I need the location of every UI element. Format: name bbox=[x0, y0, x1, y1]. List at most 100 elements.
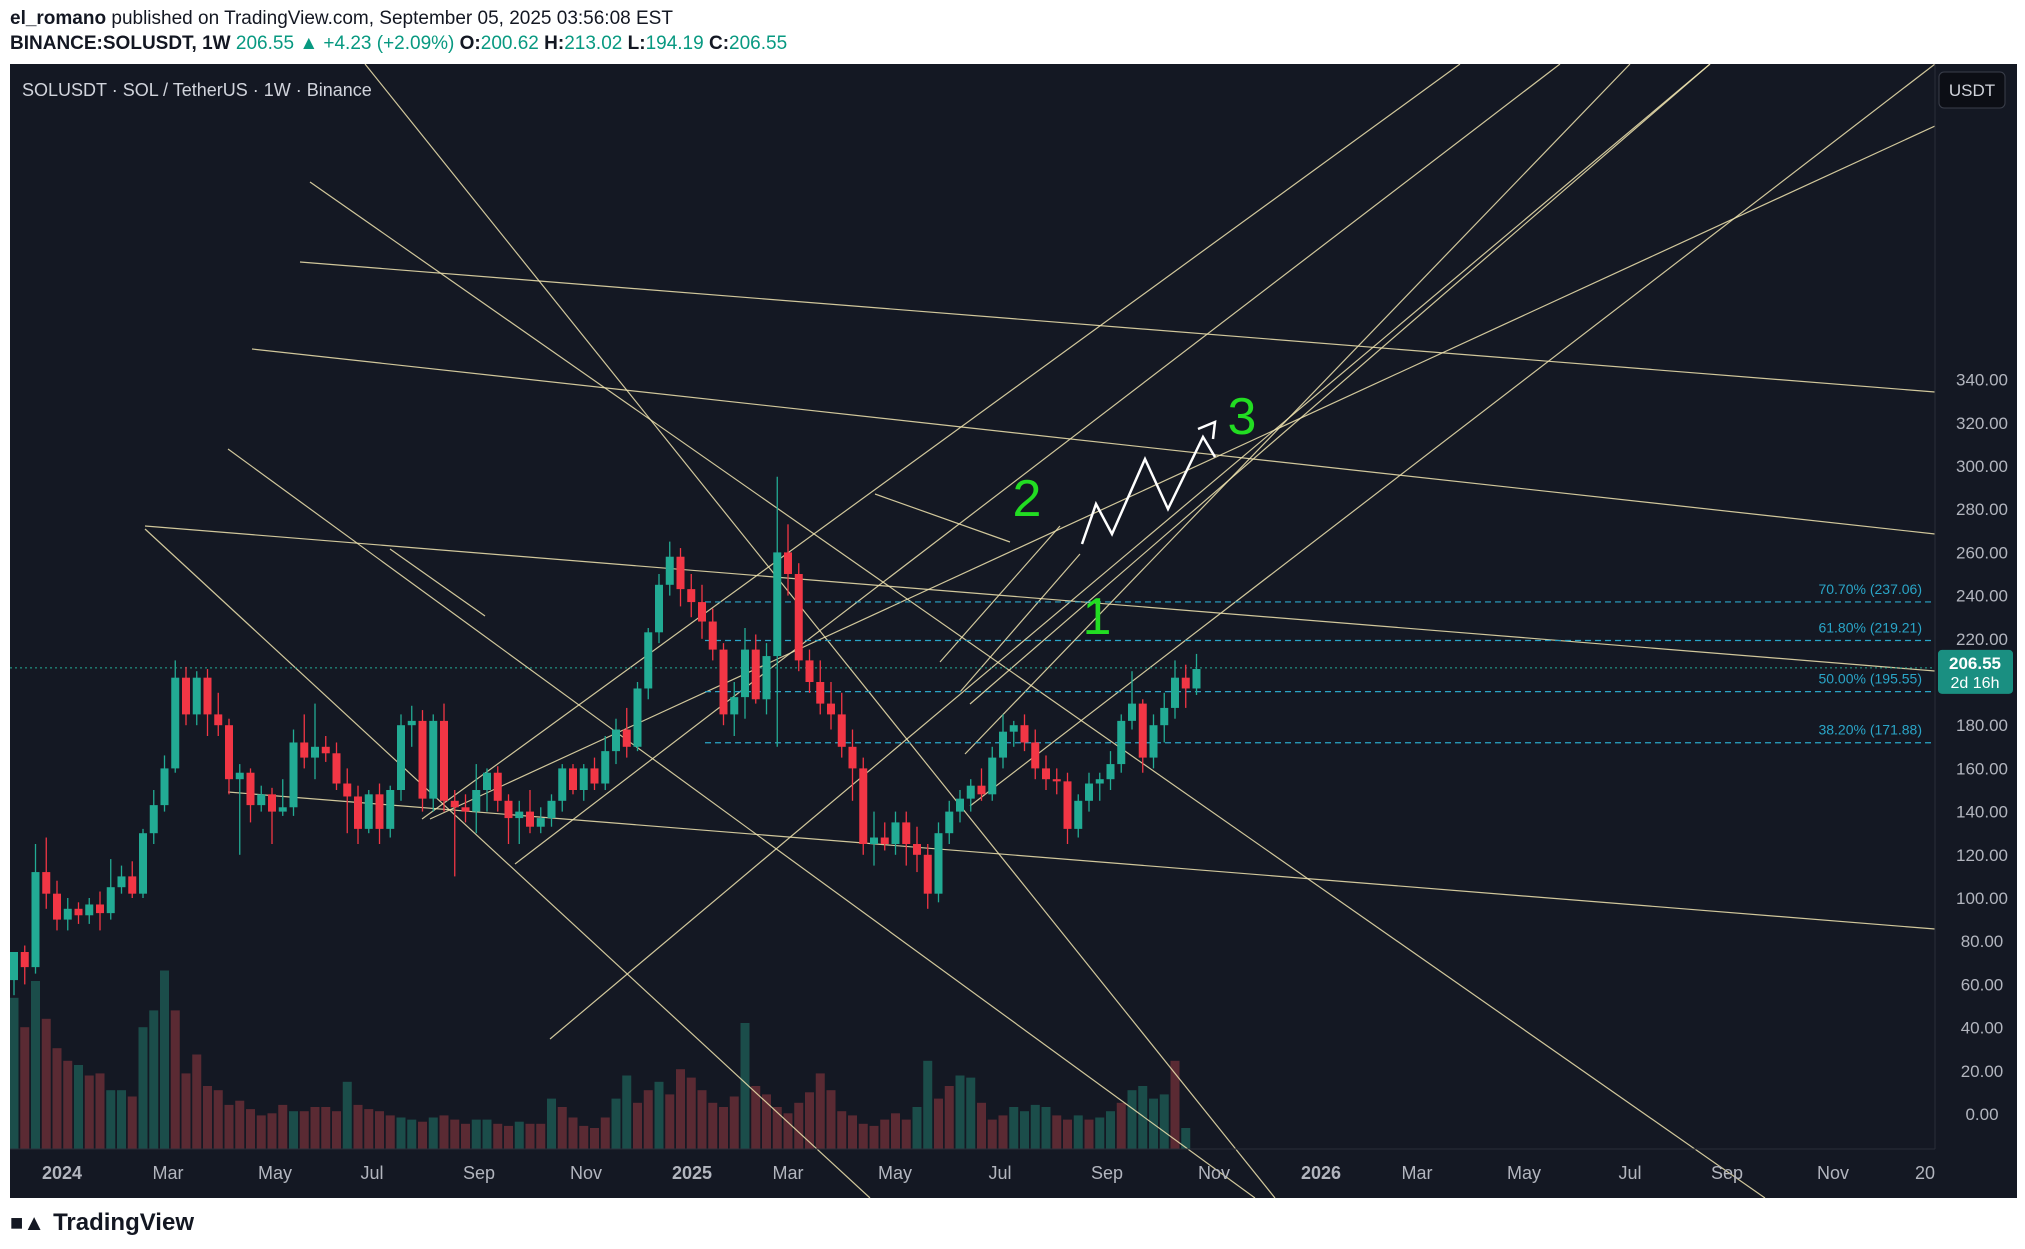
candle-body bbox=[698, 602, 706, 622]
fib-levels: 70.70% (237.06) 61.80% (219.21) 50.00% (19… bbox=[10, 581, 1935, 744]
volume-bar bbox=[10, 997, 19, 1149]
volume-bar bbox=[665, 1094, 675, 1149]
candle-body bbox=[450, 800, 459, 808]
candle-body bbox=[257, 794, 266, 806]
candle-body bbox=[364, 794, 373, 829]
candle-body bbox=[1042, 768, 1050, 780]
volume-bar bbox=[332, 1111, 341, 1149]
candle-body bbox=[558, 768, 567, 801]
volume-bar bbox=[31, 981, 40, 1149]
y-tick-label: 120.00 bbox=[1956, 846, 2008, 865]
volume-bar bbox=[794, 1102, 804, 1149]
volume-bar bbox=[1030, 1104, 1040, 1149]
volume-bar bbox=[41, 1018, 51, 1149]
volume-bar bbox=[342, 1081, 352, 1149]
fib-label: 38.20% (171.88) bbox=[1818, 722, 1922, 738]
candle-body bbox=[300, 742, 309, 758]
volume-bar bbox=[246, 1109, 255, 1149]
volume-bar bbox=[1127, 1090, 1137, 1149]
volume-bar bbox=[181, 1073, 191, 1149]
volume-bar bbox=[998, 1115, 1008, 1149]
volume-bar bbox=[880, 1119, 890, 1149]
candle-body bbox=[407, 720, 416, 726]
tradingview-logo[interactable]: ■▲ TradingView bbox=[10, 1208, 194, 1238]
candle-body bbox=[665, 556, 674, 585]
volume-bar bbox=[686, 1077, 696, 1149]
candle-body bbox=[397, 725, 405, 790]
price-chart[interactable]: 70.70% (237.06) 61.80% (219.21) 50.00% (19… bbox=[10, 64, 2017, 1198]
candle-body bbox=[160, 768, 169, 806]
volume-bar bbox=[63, 1060, 73, 1149]
candle-body bbox=[85, 904, 94, 916]
volume-bar bbox=[385, 1115, 395, 1149]
candle-body bbox=[590, 768, 599, 784]
candle-body bbox=[1149, 725, 1158, 758]
currency-label: USDT bbox=[1949, 81, 1995, 100]
volume-bar bbox=[192, 1054, 202, 1149]
candle-body bbox=[1095, 779, 1104, 784]
volume-bar bbox=[729, 1096, 739, 1149]
candle-body bbox=[1063, 781, 1072, 829]
y-tick-label: 220.00 bbox=[1956, 630, 2008, 649]
candle-body bbox=[386, 790, 395, 829]
volume-bar bbox=[461, 1123, 470, 1149]
volume-bar bbox=[772, 1107, 782, 1149]
volume-bar bbox=[955, 1075, 965, 1149]
candle-body bbox=[526, 811, 534, 827]
candle-body bbox=[31, 872, 40, 968]
projection-path: 1 2 3 bbox=[1013, 388, 1257, 646]
candle-body bbox=[63, 908, 72, 920]
candle-body bbox=[418, 720, 427, 799]
volume-bar bbox=[321, 1107, 331, 1149]
candle-body bbox=[171, 677, 180, 769]
y-tick-label: 240.00 bbox=[1956, 587, 2008, 606]
candle-body bbox=[1117, 720, 1126, 765]
tradingview-icon: ■▲ bbox=[10, 1210, 46, 1235]
wave-label-1: 1 bbox=[1083, 588, 1112, 646]
candle-body bbox=[1085, 783, 1093, 801]
wave-label-2: 2 bbox=[1013, 470, 1042, 528]
trendline bbox=[299, 261, 1936, 393]
x-tick-label: May bbox=[1507, 1163, 1541, 1183]
candle-body bbox=[547, 800, 556, 819]
projection-arrow bbox=[1080, 434, 1217, 545]
volume-bar bbox=[826, 1090, 836, 1149]
y-tick-label: 80.00 bbox=[1961, 932, 2004, 951]
volume-bar bbox=[170, 1010, 180, 1149]
candle-body bbox=[977, 785, 986, 795]
volume-bar bbox=[52, 1048, 62, 1149]
chart-frame[interactable]: 70.70% (237.06) 61.80% (219.21) 50.00% (19… bbox=[10, 64, 2017, 1198]
candle-body bbox=[945, 811, 954, 834]
x-tick-label: Nov bbox=[1817, 1163, 1849, 1183]
volume-bar bbox=[858, 1123, 868, 1149]
candle-body bbox=[440, 720, 448, 801]
candle-body bbox=[203, 677, 212, 715]
volume-bars bbox=[10, 970, 1191, 1149]
currency-button[interactable]: USDT bbox=[1938, 71, 2006, 109]
volume-bar bbox=[353, 1104, 363, 1149]
y-tick-label: 0.00 bbox=[1965, 1105, 1998, 1124]
candle-body bbox=[461, 807, 470, 812]
author-name[interactable]: el_romano bbox=[10, 8, 107, 29]
y-tick-label: 20.00 bbox=[1961, 1062, 2004, 1081]
volume-bar bbox=[740, 1023, 750, 1149]
trendline bbox=[969, 64, 1711, 705]
trendline bbox=[389, 548, 486, 617]
y-tick-label: 320.00 bbox=[1956, 414, 2008, 433]
x-tick-label: Jul bbox=[1618, 1163, 1641, 1183]
volume-bar bbox=[106, 1090, 116, 1149]
volume-bar bbox=[590, 1128, 599, 1149]
volume-bar bbox=[568, 1117, 578, 1149]
candle-body bbox=[289, 742, 298, 808]
volume-bar bbox=[160, 970, 169, 1149]
candle-body bbox=[1160, 707, 1169, 726]
volume-bar bbox=[428, 1117, 438, 1149]
candle-body bbox=[880, 837, 889, 844]
candle-body bbox=[622, 729, 631, 747]
projection-arrowhead bbox=[1197, 420, 1217, 440]
volume-bar bbox=[525, 1123, 535, 1149]
volume-bar bbox=[482, 1119, 492, 1149]
volume-bar bbox=[676, 1069, 685, 1149]
volume-bar bbox=[149, 1010, 159, 1149]
candle-body bbox=[375, 794, 384, 829]
